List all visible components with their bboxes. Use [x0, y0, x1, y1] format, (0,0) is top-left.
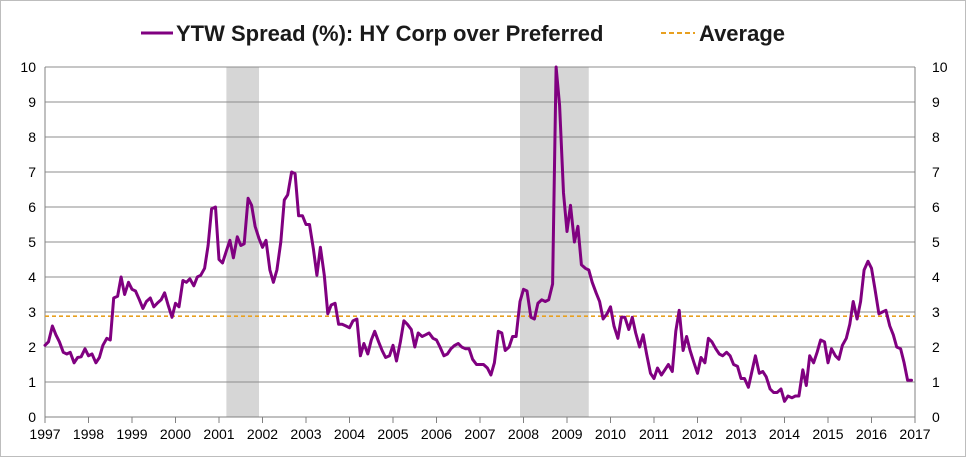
- x-tick-label: 2009: [551, 426, 582, 442]
- x-tick-label: 2005: [377, 426, 408, 442]
- x-tick-label: 2006: [421, 426, 452, 442]
- x-tick-label: 2002: [247, 426, 278, 442]
- x-tick-label: 2016: [856, 426, 887, 442]
- legend: YTW Spread (%): HY Corp over Preferred A…: [141, 21, 785, 46]
- x-axis-ticks: 1997 1998 1999 2000 2001 2002 2003 2004 2005 2006…: [29, 417, 931, 442]
- y-tick-label-right: 6: [932, 199, 940, 215]
- y-tick-label-right: 10: [932, 59, 948, 75]
- x-tick-label: 2014: [769, 426, 800, 442]
- y-tick-label-right: 5: [932, 234, 940, 250]
- x-tick-label: 2001: [203, 426, 234, 442]
- y-tick-label-right: 9: [932, 94, 940, 110]
- x-tick-label: 2015: [812, 426, 843, 442]
- y-axis-right-ticks: 0 1 2 3 4 5 6 7 8 9 10: [932, 59, 948, 425]
- y-tick-label-left: 10: [20, 59, 36, 75]
- x-tick-label: 2011: [639, 426, 669, 442]
- legend-average-label: Average: [699, 21, 785, 46]
- y-tick-label-right: 3: [932, 304, 940, 320]
- y-axis-left-ticks: 0 1 2 3 4 5 6 7 8 9 10: [20, 59, 36, 425]
- y-tick-label-left: 2: [28, 339, 36, 355]
- y-tick-label-right: 8: [932, 129, 940, 145]
- x-tick-label: 2012: [682, 426, 713, 442]
- x-tick-label: 2017: [899, 426, 930, 442]
- gridlines: [45, 66, 915, 418]
- y-tick-label-left: 9: [28, 94, 36, 110]
- x-tick-label: 1999: [116, 426, 147, 442]
- y-tick-label-left: 4: [28, 269, 36, 285]
- y-tick-label-right: 0: [932, 409, 940, 425]
- x-tick-label: 2004: [334, 426, 365, 442]
- y-tick-label-right: 2: [932, 339, 940, 355]
- series-line: [43, 65, 913, 403]
- x-tick-label: 2010: [595, 426, 626, 442]
- y-tick-label-left: 7: [28, 164, 36, 180]
- x-tick-label: 2000: [160, 426, 191, 442]
- y-tick-label-left: 3: [28, 304, 36, 320]
- x-tick-label: 1998: [73, 426, 104, 442]
- y-tick-label-left: 8: [28, 129, 36, 145]
- x-tick-label: 2007: [464, 426, 495, 442]
- x-tick-label: 1997: [29, 426, 60, 442]
- legend-series-label: YTW Spread (%): HY Corp over Preferred: [176, 21, 603, 46]
- y-tick-label-right: 1: [932, 374, 940, 390]
- x-tick-label: 2008: [508, 426, 539, 442]
- y-tick-label-left: 1: [28, 374, 36, 390]
- y-tick-label-left: 6: [28, 199, 36, 215]
- x-tick-label: 2003: [290, 426, 321, 442]
- x-tick-label: 2013: [725, 426, 756, 442]
- y-tick-label-left: 0: [28, 409, 36, 425]
- y-tick-label-right: 4: [932, 269, 940, 285]
- y-tick-label-right: 7: [932, 164, 940, 180]
- y-tick-label-left: 5: [28, 234, 36, 250]
- series-group: [43, 65, 913, 403]
